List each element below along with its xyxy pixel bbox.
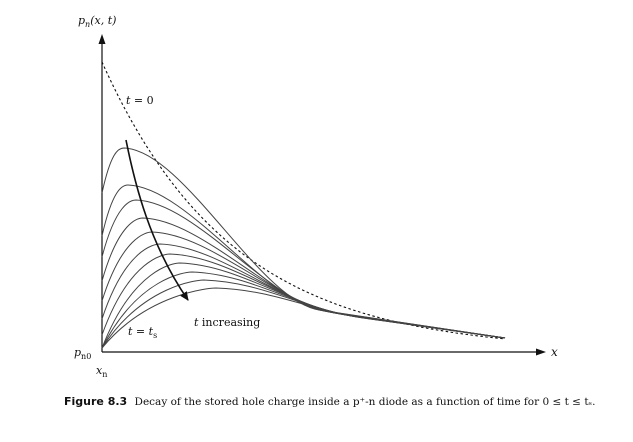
x-axis-arrowhead (536, 348, 546, 356)
origin-value-label: pn0 (74, 346, 91, 361)
x-axis-label: x (551, 345, 558, 359)
curve-ts-label: t = ts (128, 325, 157, 340)
decay-curve-4 (101, 217, 506, 339)
caption-label: Figure 8.3 (64, 395, 128, 408)
decay-curve-8 (101, 262, 506, 349)
figure-caption: Figure 8.3 Decay of the stored hole char… (64, 394, 624, 410)
decay-curve-1 (101, 147, 506, 339)
curve-t0 (101, 61, 505, 340)
decay-curve-7 (101, 253, 506, 339)
decay-curve-5 (101, 231, 506, 339)
arrow-label: t increasing (194, 316, 260, 329)
decay-curve-11 (101, 287, 506, 349)
decay-curves (101, 147, 506, 349)
decay-curve-3 (101, 199, 506, 339)
curve-t0-label: t = 0 (126, 94, 154, 107)
origin-position-label: xn (96, 364, 107, 379)
y-axis-arrowhead (98, 34, 106, 44)
decay-curve-9 (101, 271, 506, 349)
t-increasing-arrow (125, 139, 189, 301)
y-axis-label: pn(x, t) (78, 14, 116, 29)
decay-curve-2 (101, 184, 506, 339)
caption-text: Decay of the stored hole charge inside a… (134, 396, 596, 408)
